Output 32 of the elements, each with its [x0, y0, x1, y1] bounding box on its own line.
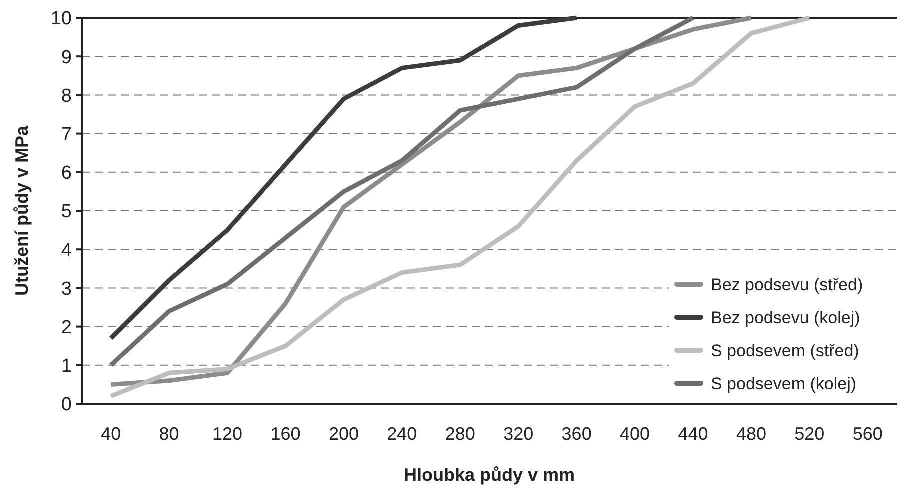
x-tick-label: 240 — [387, 424, 418, 444]
x-tick-label: 120 — [212, 424, 243, 444]
y-tick-label: 6 — [61, 163, 72, 184]
y-tick-label: 3 — [61, 278, 72, 300]
x-tick-label: 520 — [794, 424, 825, 444]
x-tick-label: 320 — [504, 424, 534, 444]
y-tick-label: 2 — [61, 317, 72, 338]
x-tick-label: 40 — [101, 424, 122, 444]
legend-label: S podsevem (kolej) — [711, 374, 857, 394]
y-tick-label: 9 — [61, 47, 72, 68]
legend-label: S podsevem (střed) — [711, 341, 860, 360]
y-tick-label: 7 — [61, 124, 72, 146]
y-tick-label: 5 — [61, 202, 72, 223]
x-tick-label: 560 — [852, 424, 883, 444]
x-tick-label: 400 — [620, 424, 650, 444]
x-tick-label: 440 — [678, 424, 708, 444]
y-tick-label: 1 — [61, 356, 72, 378]
y-axis-title: Utužení půdy v MPa — [12, 125, 32, 296]
x-tick-label: 280 — [445, 424, 476, 444]
y-tick-label: 8 — [61, 86, 72, 107]
y-tick-label: 0 — [61, 394, 72, 416]
y-tick-label: 4 — [61, 240, 72, 262]
line-series — [108, 16, 580, 341]
legend-label: Bez podsevu (střed) — [711, 275, 864, 294]
x-tick-label: 360 — [562, 424, 592, 444]
x-tick-label: 480 — [736, 424, 766, 444]
legend-label: Bez podsevu (kolej) — [711, 308, 860, 328]
x-axis-title: Hloubka půdy v mm — [404, 465, 576, 485]
x-tick-label: 80 — [159, 424, 180, 444]
x-tick-label: 160 — [270, 424, 301, 444]
y-tick-label: 10 — [50, 8, 72, 30]
x-tick-label: 200 — [328, 424, 359, 444]
